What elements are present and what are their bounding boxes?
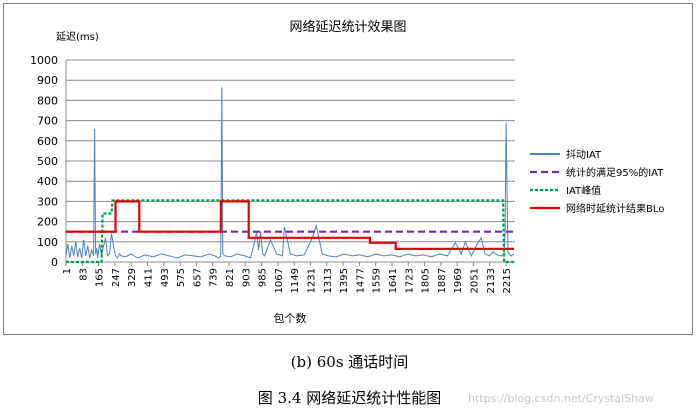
x-tick-label: 2051 xyxy=(469,268,480,293)
y-tick-labels: 0 100 200 300 400 500 600 700 800 900 1000 xyxy=(30,54,58,269)
x-tick-label: 985 xyxy=(258,268,269,287)
x-tick-label: 411 xyxy=(143,268,154,287)
x-tick-label: 1395 xyxy=(339,268,350,293)
x-tick-label: 247 xyxy=(111,268,122,287)
y-axis-label: 延迟(ms) xyxy=(56,30,99,43)
watermark: https://blog.csdn.net/CrystalShaw xyxy=(468,392,654,405)
y-tick-label: 800 xyxy=(37,94,58,107)
x-tick-label: 1559 xyxy=(372,268,383,293)
x-tick-label: 329 xyxy=(127,268,138,287)
chart-title: 网络延迟统计效果图 xyxy=(289,19,406,35)
x-tick-label: 1969 xyxy=(453,268,464,293)
x-tick-label: 1723 xyxy=(404,268,415,293)
x-tick-label: 739 xyxy=(209,268,220,287)
x-tick-label: 83 xyxy=(78,268,89,281)
x-tick-label: 903 xyxy=(241,268,252,287)
x-tick-label: 1231 xyxy=(306,268,317,293)
axes xyxy=(65,60,515,266)
y-tick-label: 1000 xyxy=(30,54,58,67)
chart-frame xyxy=(3,3,693,335)
x-tick-label: 821 xyxy=(225,268,236,287)
legend-label: IAT峰值 xyxy=(566,184,601,197)
y-tick-label: 200 xyxy=(37,216,58,229)
x-tick-label: 165 xyxy=(95,268,106,287)
x-tick-labels: 1 83 165 247 329 411 493 575 657 739 821 903 985 1067… xyxy=(62,268,513,293)
y-tick-label: 600 xyxy=(37,135,58,148)
y-tick-label: 0 xyxy=(51,256,58,269)
y-tick-label: 700 xyxy=(37,115,58,128)
x-tick-label: 1313 xyxy=(323,268,334,293)
x-tick-label: 1641 xyxy=(388,268,399,293)
x-tick-label: 1477 xyxy=(355,268,366,293)
series-group xyxy=(65,87,515,264)
x-tick-label: 2133 xyxy=(486,268,497,293)
y-tick-label: 100 xyxy=(37,236,58,249)
x-tick-label: 2215 xyxy=(502,268,513,293)
x-tick-label: 1 xyxy=(62,268,73,274)
x-tick-label: 1149 xyxy=(290,268,301,293)
y-tick-label: 300 xyxy=(37,195,58,208)
x-axis-label: 包个数 xyxy=(274,312,307,325)
figure-subcaption: (b) 60s 通话时间 xyxy=(290,353,409,371)
x-tick-label: 1887 xyxy=(437,268,448,293)
x-tick-label: 1067 xyxy=(274,268,285,293)
legend-label: 抖动IAT xyxy=(566,148,602,161)
legend-label: 网络时延统计结果BLo xyxy=(566,202,664,215)
series-line-1 xyxy=(65,87,515,259)
chart-svg: 0 100 200 300 400 500 600 700 800 900 1000 1 83 165 2… xyxy=(30,19,664,325)
y-tick-label: 500 xyxy=(37,155,58,168)
y-tick-label: 900 xyxy=(37,74,58,87)
x-tick-label: 1805 xyxy=(421,268,432,293)
y-tick-label: 400 xyxy=(37,175,58,188)
x-tick-label: 575 xyxy=(176,268,187,287)
series-line-4 xyxy=(66,200,514,250)
figure-caption: 图 3.4 网络延迟统计性能图 xyxy=(257,389,442,407)
legend-label: 统计的满足95%的IAT xyxy=(566,166,664,179)
x-tick-label: 657 xyxy=(192,268,203,287)
x-tick-label: 493 xyxy=(160,268,171,287)
